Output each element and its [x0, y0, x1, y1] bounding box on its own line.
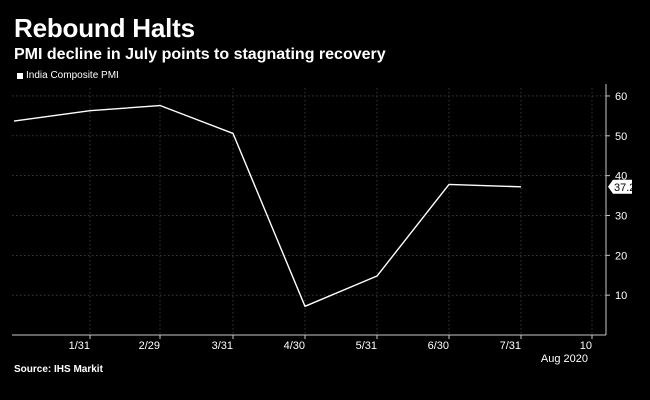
y-tick-label: 10 — [615, 290, 627, 302]
last-value-label: 37.2 — [614, 182, 635, 194]
legend-label: India Composite PMI — [26, 70, 119, 81]
y-tick-label: 50 — [615, 131, 627, 143]
last-value-flag — [608, 179, 632, 194]
chart-axes — [12, 84, 610, 339]
x-tick-label: 10 — [580, 340, 592, 352]
legend-swatch — [17, 72, 23, 79]
chart-source: Source: IHS Markit — [14, 364, 103, 375]
series-layer — [13, 104, 522, 308]
x-tick-label: 1/31 — [69, 340, 90, 352]
gridlines — [12, 88, 606, 335]
last-value-marker: 37.2 — [608, 179, 635, 194]
y-tick-label: 60 — [615, 91, 627, 103]
chart-legend: India Composite PMI — [17, 70, 119, 81]
x-tick-label: 3/31 — [212, 340, 233, 352]
y-tick-label: 40 — [615, 171, 627, 183]
x-tick-label: 6/30 — [428, 340, 449, 352]
y-tick-labels: 10 20 30 40 50 60 — [615, 91, 627, 302]
y-tick-label: 30 — [615, 210, 627, 222]
series-line-india-composite-pmi — [13, 104, 522, 308]
x-tick-label: 2/29 — [139, 340, 160, 352]
x-tick-label: 5/31 — [356, 340, 377, 352]
y-tick-label: 20 — [615, 250, 627, 262]
chart-title: Rebound Halts — [14, 13, 195, 43]
x-tick-label: 4/30 — [284, 340, 305, 352]
chart-subtitle: PMI decline in July points to stagnating… — [14, 46, 386, 63]
data-points — [13, 105, 522, 308]
x-axis-sublabel: Aug 2020 — [541, 353, 588, 365]
x-tick-label: 7/31 — [500, 340, 521, 352]
